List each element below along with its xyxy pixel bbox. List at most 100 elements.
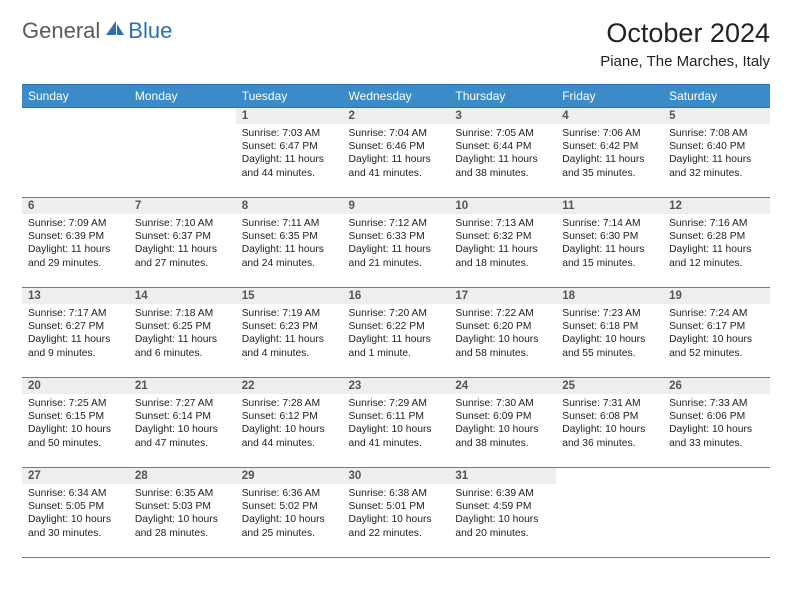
day-data: Sunrise: 7:14 AMSunset: 6:30 PMDaylight:… — [556, 214, 663, 274]
day-number: 16 — [343, 288, 450, 304]
calendar-cell: 17Sunrise: 7:22 AMSunset: 6:20 PMDayligh… — [449, 288, 556, 378]
day-number: 23 — [343, 378, 450, 394]
day-number: 30 — [343, 468, 450, 484]
day-data: Sunrise: 7:17 AMSunset: 6:27 PMDaylight:… — [22, 304, 129, 364]
day-number: 3 — [449, 108, 556, 124]
calendar-head: SundayMondayTuesdayWednesdayThursdayFrid… — [22, 85, 770, 108]
calendar-cell: 10Sunrise: 7:13 AMSunset: 6:32 PMDayligh… — [449, 198, 556, 288]
day-data: Sunrise: 7:11 AMSunset: 6:35 PMDaylight:… — [236, 214, 343, 274]
day-data: Sunrise: 7:12 AMSunset: 6:33 PMDaylight:… — [343, 214, 450, 274]
weekday-header: Thursday — [449, 85, 556, 108]
day-data: Sunrise: 7:16 AMSunset: 6:28 PMDaylight:… — [663, 214, 770, 274]
logo-text-general: General — [22, 18, 100, 44]
calendar-cell: 27Sunrise: 6:34 AMSunset: 5:05 PMDayligh… — [22, 468, 129, 558]
weekday-header: Tuesday — [236, 85, 343, 108]
weekday-header: Wednesday — [343, 85, 450, 108]
day-data: Sunrise: 7:19 AMSunset: 6:23 PMDaylight:… — [236, 304, 343, 364]
calendar-cell: 3Sunrise: 7:05 AMSunset: 6:44 PMDaylight… — [449, 108, 556, 198]
calendar-cell: 25Sunrise: 7:31 AMSunset: 6:08 PMDayligh… — [556, 378, 663, 468]
calendar-week-row: 13Sunrise: 7:17 AMSunset: 6:27 PMDayligh… — [22, 288, 770, 378]
day-data: Sunrise: 7:04 AMSunset: 6:46 PMDaylight:… — [343, 124, 450, 184]
calendar-cell — [129, 108, 236, 198]
day-data: Sunrise: 7:23 AMSunset: 6:18 PMDaylight:… — [556, 304, 663, 364]
calendar-cell — [556, 468, 663, 558]
day-number: 17 — [449, 288, 556, 304]
day-number: 2 — [343, 108, 450, 124]
day-number: 14 — [129, 288, 236, 304]
calendar-cell: 18Sunrise: 7:23 AMSunset: 6:18 PMDayligh… — [556, 288, 663, 378]
calendar-week-row: 6Sunrise: 7:09 AMSunset: 6:39 PMDaylight… — [22, 198, 770, 288]
calendar-table: SundayMondayTuesdayWednesdayThursdayFrid… — [22, 84, 770, 558]
day-number: 24 — [449, 378, 556, 394]
day-data: Sunrise: 6:36 AMSunset: 5:02 PMDaylight:… — [236, 484, 343, 544]
calendar-cell: 20Sunrise: 7:25 AMSunset: 6:15 PMDayligh… — [22, 378, 129, 468]
weekday-header: Monday — [129, 85, 236, 108]
day-number: 22 — [236, 378, 343, 394]
weekday-header: Saturday — [663, 85, 770, 108]
calendar-cell: 22Sunrise: 7:28 AMSunset: 6:12 PMDayligh… — [236, 378, 343, 468]
header: General Blue October 2024 Piane, The Mar… — [22, 18, 770, 70]
day-data: Sunrise: 7:08 AMSunset: 6:40 PMDaylight:… — [663, 124, 770, 184]
day-number: 25 — [556, 378, 663, 394]
day-number: 27 — [22, 468, 129, 484]
calendar-cell: 30Sunrise: 6:38 AMSunset: 5:01 PMDayligh… — [343, 468, 450, 558]
location-text: Piane, The Marches, Italy — [600, 53, 770, 70]
calendar-cell: 2Sunrise: 7:04 AMSunset: 6:46 PMDaylight… — [343, 108, 450, 198]
calendar-cell: 5Sunrise: 7:08 AMSunset: 6:40 PMDaylight… — [663, 108, 770, 198]
calendar-cell: 15Sunrise: 7:19 AMSunset: 6:23 PMDayligh… — [236, 288, 343, 378]
day-number: 1 — [236, 108, 343, 124]
day-data: Sunrise: 7:25 AMSunset: 6:15 PMDaylight:… — [22, 394, 129, 454]
day-data: Sunrise: 7:22 AMSunset: 6:20 PMDaylight:… — [449, 304, 556, 364]
day-data: Sunrise: 7:13 AMSunset: 6:32 PMDaylight:… — [449, 214, 556, 274]
day-data: Sunrise: 7:05 AMSunset: 6:44 PMDaylight:… — [449, 124, 556, 184]
day-data: Sunrise: 7:33 AMSunset: 6:06 PMDaylight:… — [663, 394, 770, 454]
day-number: 21 — [129, 378, 236, 394]
calendar-cell: 14Sunrise: 7:18 AMSunset: 6:25 PMDayligh… — [129, 288, 236, 378]
calendar-cell: 1Sunrise: 7:03 AMSunset: 6:47 PMDaylight… — [236, 108, 343, 198]
calendar-week-row: 27Sunrise: 6:34 AMSunset: 5:05 PMDayligh… — [22, 468, 770, 558]
calendar-cell: 23Sunrise: 7:29 AMSunset: 6:11 PMDayligh… — [343, 378, 450, 468]
calendar-cell — [663, 468, 770, 558]
calendar-cell: 28Sunrise: 6:35 AMSunset: 5:03 PMDayligh… — [129, 468, 236, 558]
day-data: Sunrise: 7:03 AMSunset: 6:47 PMDaylight:… — [236, 124, 343, 184]
logo-text-blue: Blue — [128, 18, 172, 44]
day-data: Sunrise: 6:34 AMSunset: 5:05 PMDaylight:… — [22, 484, 129, 544]
day-data: Sunrise: 6:35 AMSunset: 5:03 PMDaylight:… — [129, 484, 236, 544]
day-data: Sunrise: 6:38 AMSunset: 5:01 PMDaylight:… — [343, 484, 450, 544]
day-number: 11 — [556, 198, 663, 214]
day-number: 31 — [449, 468, 556, 484]
day-number: 9 — [343, 198, 450, 214]
day-number: 19 — [663, 288, 770, 304]
day-number: 5 — [663, 108, 770, 124]
calendar-cell: 6Sunrise: 7:09 AMSunset: 6:39 PMDaylight… — [22, 198, 129, 288]
day-data: Sunrise: 7:31 AMSunset: 6:08 PMDaylight:… — [556, 394, 663, 454]
logo-sail-icon — [104, 19, 126, 44]
calendar-cell: 13Sunrise: 7:17 AMSunset: 6:27 PMDayligh… — [22, 288, 129, 378]
calendar-cell — [22, 108, 129, 198]
calendar-cell: 11Sunrise: 7:14 AMSunset: 6:30 PMDayligh… — [556, 198, 663, 288]
day-number: 13 — [22, 288, 129, 304]
day-data: Sunrise: 7:28 AMSunset: 6:12 PMDaylight:… — [236, 394, 343, 454]
day-data: Sunrise: 7:29 AMSunset: 6:11 PMDaylight:… — [343, 394, 450, 454]
calendar-cell: 19Sunrise: 7:24 AMSunset: 6:17 PMDayligh… — [663, 288, 770, 378]
day-number: 8 — [236, 198, 343, 214]
title-block: October 2024 Piane, The Marches, Italy — [600, 18, 770, 70]
day-number: 26 — [663, 378, 770, 394]
day-data: Sunrise: 7:24 AMSunset: 6:17 PMDaylight:… — [663, 304, 770, 364]
day-number: 12 — [663, 198, 770, 214]
calendar-cell: 12Sunrise: 7:16 AMSunset: 6:28 PMDayligh… — [663, 198, 770, 288]
day-data: Sunrise: 7:09 AMSunset: 6:39 PMDaylight:… — [22, 214, 129, 274]
day-data: Sunrise: 7:20 AMSunset: 6:22 PMDaylight:… — [343, 304, 450, 364]
day-number: 6 — [22, 198, 129, 214]
day-number: 4 — [556, 108, 663, 124]
day-data: Sunrise: 7:06 AMSunset: 6:42 PMDaylight:… — [556, 124, 663, 184]
calendar-cell: 29Sunrise: 6:36 AMSunset: 5:02 PMDayligh… — [236, 468, 343, 558]
weekday-header: Sunday — [22, 85, 129, 108]
day-number: 10 — [449, 198, 556, 214]
day-data: Sunrise: 7:10 AMSunset: 6:37 PMDaylight:… — [129, 214, 236, 274]
day-data: Sunrise: 7:30 AMSunset: 6:09 PMDaylight:… — [449, 394, 556, 454]
calendar-cell: 21Sunrise: 7:27 AMSunset: 6:14 PMDayligh… — [129, 378, 236, 468]
day-data: Sunrise: 7:18 AMSunset: 6:25 PMDaylight:… — [129, 304, 236, 364]
calendar-cell: 9Sunrise: 7:12 AMSunset: 6:33 PMDaylight… — [343, 198, 450, 288]
day-number: 15 — [236, 288, 343, 304]
